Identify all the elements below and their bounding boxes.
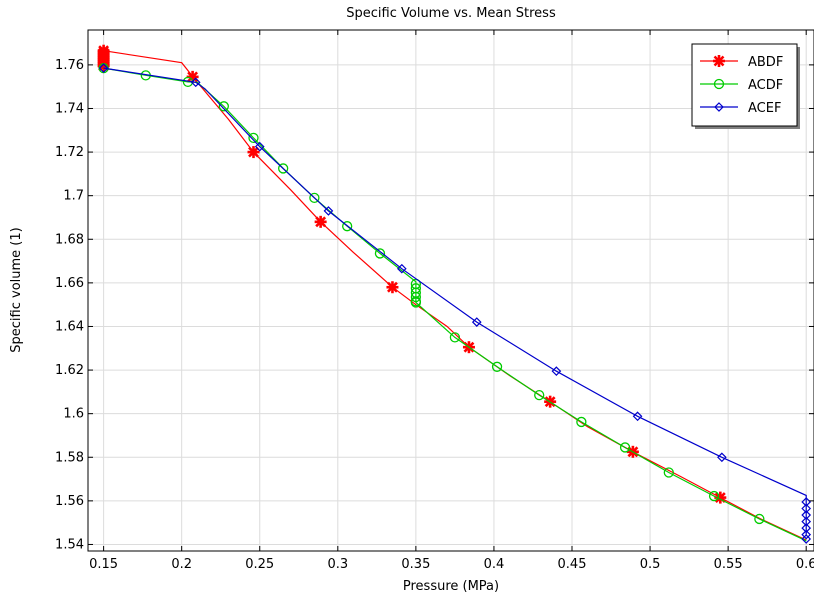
data-point-acdf (534, 389, 545, 401)
x-tick-label: 0.45 (558, 557, 587, 572)
legend-box (691, 43, 798, 127)
x-tick-label: 0.55 (714, 557, 743, 572)
data-point-acdf (342, 221, 353, 232)
y-tick-label: 1.7 (63, 189, 84, 204)
data-point-acef (632, 411, 643, 422)
legend-marker-abdf (713, 55, 725, 67)
data-point-acdf (309, 192, 320, 204)
data-point-acdf (248, 132, 259, 144)
data-point-acdf (754, 513, 765, 525)
legend-label-acdf: ACDF (748, 78, 783, 93)
data-point-acdf (708, 490, 720, 502)
data-point-acef (254, 141, 265, 152)
y-tick-label: 1.62 (55, 363, 84, 378)
y-axis-title: Specific volume (1) (9, 227, 24, 352)
plot-frame (87, 29, 814, 552)
data-point-acef (471, 317, 482, 327)
data-point-acdf (410, 291, 422, 303)
data-point-acef (801, 523, 812, 533)
data-point-acdf (278, 163, 289, 174)
legend-marker-acef (714, 102, 724, 112)
data-point-acdf (410, 297, 422, 308)
x-tick-label: 0.4 (484, 557, 505, 572)
legend-label-abdf: ABDF (748, 55, 783, 70)
data-point-abdf (247, 146, 260, 159)
data-point-acef (801, 529, 812, 540)
y-tick-label: 1.72 (55, 145, 84, 160)
data-point-acef (801, 534, 812, 544)
data-point-acdf (374, 248, 386, 259)
legend-entry-acef: ACEF (700, 101, 781, 116)
data-point-acdf (663, 467, 674, 478)
data-point-abdf (314, 215, 327, 228)
data-point-acdf (218, 101, 229, 112)
data-point-acef (801, 516, 812, 527)
legend-entry-acdf: ACDF (700, 78, 783, 93)
y-tick-label: 1.66 (55, 276, 84, 291)
series-acdf (98, 62, 807, 542)
legend: ABDF ACDF ACEF (691, 43, 800, 129)
x-tick-label: 0.6 (796, 557, 814, 572)
y-tick-label: 1.64 (55, 319, 84, 334)
data-point-acef (801, 497, 812, 507)
series-line-abdf (102, 50, 807, 541)
data-point-acef (98, 63, 109, 73)
chart-title: Specific Volume vs. Mean Stress (346, 6, 556, 21)
data-point-abdf (386, 281, 399, 294)
data-point-acef (551, 366, 562, 377)
y-tick-label: 1.6 (63, 407, 84, 422)
x-tick-label: 0.25 (245, 557, 274, 572)
series-layer (97, 44, 812, 544)
data-point-acdf (576, 416, 587, 428)
legend-marker-acdf (713, 78, 725, 90)
legend-label-acef: ACEF (748, 101, 781, 116)
data-point-acdf (491, 361, 503, 372)
x-tick-label: 0.15 (89, 557, 118, 572)
y-tick-label: 1.58 (55, 450, 84, 465)
x-axis-title: Pressure (MPa) (403, 579, 499, 594)
legend-entry-abdf: ABDF (700, 55, 783, 70)
data-point-acef (190, 77, 201, 88)
data-point-acef (717, 452, 727, 463)
y-tick-label: 1.56 (55, 494, 84, 509)
x-tick-label: 0.5 (640, 557, 661, 572)
data-point-acef (801, 510, 812, 520)
x-tick-label: 0.35 (401, 557, 430, 572)
data-point-acef (323, 206, 334, 216)
data-point-acef (396, 263, 407, 274)
x-tick-label: 0.2 (171, 557, 192, 572)
y-tick-label: 1.76 (55, 58, 84, 73)
x-tick-label: 0.3 (327, 557, 348, 572)
y-tick-label: 1.54 (55, 537, 84, 552)
series-line-acdf (103, 67, 807, 542)
data-point-acdf (449, 332, 461, 343)
data-point-acef (801, 503, 812, 514)
y-tick-label: 1.68 (55, 232, 84, 247)
ticks: 0.15 0.2 0.25 0.3 0.35 0.4 0.45 0.5 0.55 0.6 1.54 1… (55, 30, 814, 572)
y-tick-label: 1.74 (55, 101, 84, 116)
series-line-acef (103, 67, 807, 535)
data-point-acdf (619, 442, 631, 453)
series-acef (98, 63, 812, 544)
